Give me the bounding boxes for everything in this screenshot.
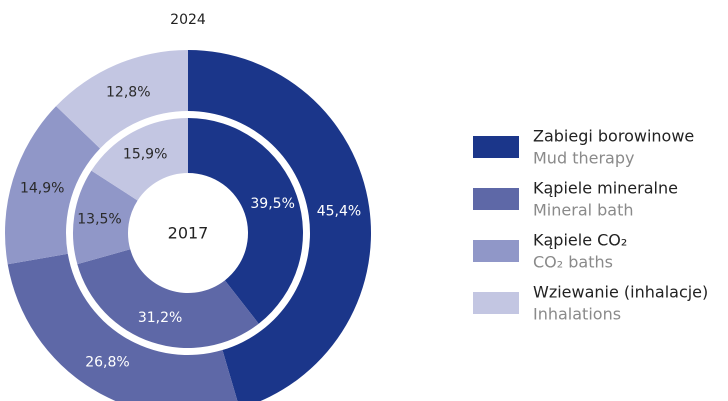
legend-label: Kąpiele mineralne	[533, 179, 678, 198]
inner-ring-title: 2017	[168, 224, 209, 243]
ring-segment	[77, 249, 259, 348]
legend-swatch	[473, 188, 519, 210]
ring-segment	[188, 50, 371, 401]
outer-ring-title: 2024	[170, 12, 206, 28]
value-label: 26,8%	[85, 354, 129, 370]
legend-swatch	[473, 240, 519, 262]
value-label: 14,9%	[20, 180, 64, 196]
ring-segment	[91, 118, 188, 201]
value-label: 31,2%	[138, 310, 182, 326]
legend-swatch	[473, 136, 519, 158]
value-label: 13,5%	[77, 212, 121, 228]
legend-translation: CO₂ baths	[533, 253, 613, 272]
value-label: 45,4%	[317, 203, 361, 219]
value-label: 12,8%	[106, 85, 150, 101]
ring-segment	[7, 253, 238, 401]
legend-translation: Mineral bath	[533, 201, 634, 220]
legend-label: Wziewanie (inhalacje)	[533, 283, 708, 302]
value-label: 15,9%	[123, 146, 167, 162]
value-label: 39,5%	[250, 196, 294, 212]
legend-label: Kąpiele CO₂	[533, 231, 627, 250]
ring-segment	[4, 106, 101, 265]
legend-label: Zabiegi borowinowe	[533, 127, 694, 146]
ring-segment	[56, 50, 188, 149]
legend-swatch	[473, 292, 519, 314]
legend-translation: Inhalations	[533, 305, 621, 324]
ring-segment	[73, 170, 138, 265]
legend-translation: Mud therapy	[533, 149, 634, 168]
ring-segment	[188, 118, 303, 324]
